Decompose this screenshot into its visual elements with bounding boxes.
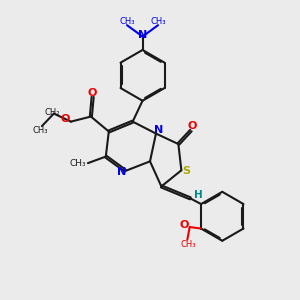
Text: O: O [188, 122, 197, 131]
Text: CH₃: CH₃ [69, 159, 86, 168]
Text: O: O [180, 220, 189, 230]
Text: H: H [194, 190, 203, 200]
Text: N: N [117, 167, 126, 177]
Text: CH₃: CH₃ [150, 16, 166, 26]
Text: N: N [154, 125, 163, 135]
Text: N: N [138, 30, 147, 40]
Text: CH₃: CH₃ [119, 16, 135, 26]
Text: S: S [182, 166, 190, 176]
Text: CH₃: CH₃ [180, 240, 196, 249]
Text: O: O [61, 114, 70, 124]
Text: CH₃: CH₃ [33, 126, 49, 135]
Text: CH₂: CH₂ [45, 109, 60, 118]
Text: O: O [87, 88, 97, 98]
